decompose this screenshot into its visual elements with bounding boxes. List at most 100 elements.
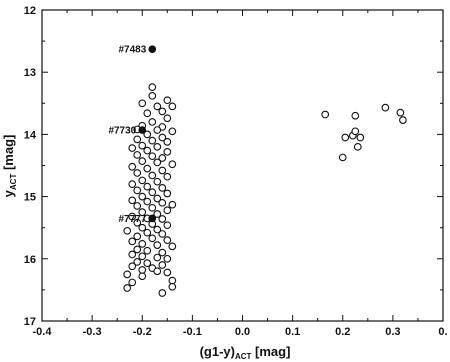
open-data-point: [143, 130, 152, 139]
open-data-point: [138, 252, 147, 261]
open-data-point: [158, 198, 167, 207]
open-data-point: [153, 210, 162, 218]
open-data-point: [138, 99, 147, 108]
star-id-label: #7777: [118, 214, 146, 225]
open-data-point: [158, 154, 167, 162]
open-data-point: [396, 108, 405, 117]
open-data-point: [158, 133, 167, 142]
open-data-point: [123, 226, 132, 235]
open-data-point: [138, 208, 147, 216]
open-data-point: [353, 142, 362, 151]
open-data-point: [153, 158, 162, 167]
open-data-point: [123, 270, 132, 279]
x-tick-labels: -0.4 -0.3 -0.2 -0.1 0.0 0.1 0.2 0.3 0.: [33, 326, 448, 338]
open-data-point: [128, 162, 137, 171]
star-id-label: #7730: [108, 126, 136, 137]
x-tick-label: -0.1: [183, 326, 202, 338]
open-data-point: [158, 289, 167, 297]
filled-data-point: [148, 45, 157, 54]
open-data-point: [158, 184, 167, 192]
open-data-point: [153, 126, 162, 134]
open-data-point: [338, 153, 347, 162]
open-data-point: [128, 250, 137, 259]
open-data-point: [143, 259, 152, 268]
axis-ticks: [41, 9, 444, 322]
data-markers: [123, 45, 407, 297]
y-axis-label-main: y: [1, 189, 16, 197]
open-data-point: [138, 176, 147, 185]
open-data-point: [163, 96, 172, 105]
open-data-point: [133, 218, 142, 227]
open-data-point: [148, 83, 157, 91]
open-data-point: [158, 166, 167, 175]
x-tick-label: -0.3: [83, 326, 102, 338]
open-data-point: [153, 253, 162, 262]
open-data-point: [168, 282, 177, 291]
open-data-point: [148, 188, 157, 197]
open-data-point: [143, 146, 152, 155]
open-data-point: [356, 133, 365, 142]
plot-frame: [41, 9, 444, 322]
open-data-point: [133, 232, 142, 241]
open-data-point: [158, 248, 167, 257]
open-data-point: [381, 103, 390, 112]
open-data-point: [163, 172, 172, 181]
y-axis-label: yACT [mag]: [1, 135, 18, 198]
y-tick-label: 16: [24, 254, 36, 266]
open-data-point: [399, 116, 407, 124]
open-data-point: [163, 236, 172, 244]
x-tick-label: 0.2: [335, 326, 350, 338]
open-data-point: [321, 110, 330, 119]
open-data-point: [138, 141, 147, 150]
open-data-point: [143, 109, 152, 118]
open-data-point: [128, 237, 137, 246]
open-data-point: [143, 197, 152, 206]
open-data-point: [158, 215, 167, 223]
open-data-point: [148, 171, 157, 180]
open-data-point: [138, 192, 147, 201]
x-tick-label: 0.1: [285, 326, 300, 338]
open-data-point: [133, 245, 142, 254]
open-data-point: [133, 135, 142, 144]
open-data-point: [128, 180, 137, 189]
star-annotations: #7483 #7730 #7777: [108, 45, 146, 225]
open-data-point: [168, 242, 177, 251]
open-data-point: [341, 133, 350, 142]
y-axis-label-sub: ACT: [9, 174, 18, 191]
x-tick-label: 0.3: [385, 326, 400, 338]
open-data-point: [143, 228, 152, 237]
open-data-point: [123, 284, 132, 292]
open-data-point: [153, 177, 162, 186]
open-data-point: [168, 276, 177, 285]
open-data-point: [163, 268, 172, 277]
y-tick-label: 15: [24, 192, 36, 204]
open-data-point: [128, 144, 137, 152]
open-data-point: [143, 164, 152, 173]
open-data-point: [148, 203, 157, 212]
open-data-point: [148, 136, 157, 145]
open-data-point: [163, 254, 172, 263]
open-data-point: [138, 240, 147, 248]
open-data-point: [163, 206, 172, 215]
open-data-point: [128, 212, 137, 221]
y-tick-label: 17: [24, 316, 36, 328]
open-data-point: [158, 261, 167, 269]
open-data-point: [351, 127, 360, 136]
open-data-point: [163, 189, 172, 198]
x-tick-label: 0.0: [235, 326, 250, 338]
open-data-point: [153, 102, 162, 111]
open-data-point: [138, 223, 147, 232]
x-tick-label: 0.: [438, 326, 447, 338]
open-data-point: [128, 262, 137, 271]
open-data-point: [158, 230, 167, 238]
open-data-point: [153, 267, 162, 276]
y-axis-label-unit: [mag]: [1, 135, 16, 174]
open-data-point: [148, 234, 157, 243]
x-tick-label: -0.2: [133, 326, 152, 338]
open-data-point: [153, 142, 162, 151]
open-data-point: [138, 266, 147, 274]
open-data-point: [133, 202, 142, 210]
open-data-point: [163, 138, 172, 146]
open-data-point: [168, 102, 177, 111]
